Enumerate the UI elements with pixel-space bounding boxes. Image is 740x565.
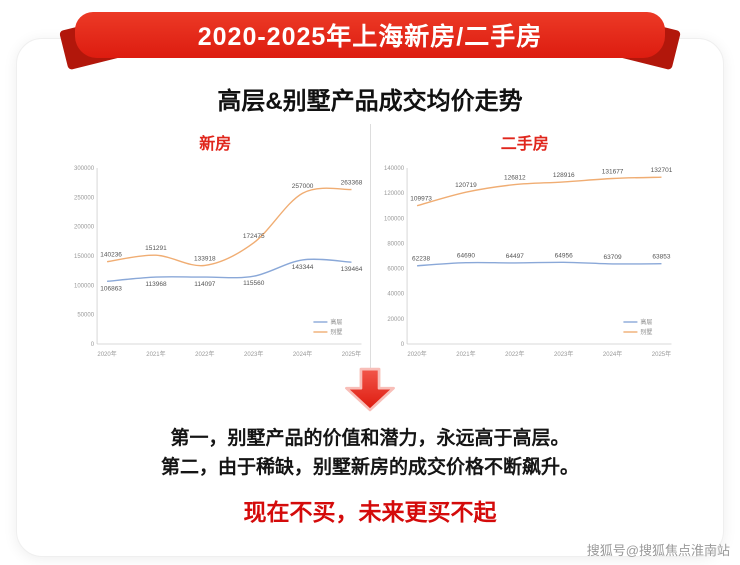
svg-text:120719: 120719 [455,182,477,189]
new-homes-line-chart: 0 50000 100000 150000 200000 250000 300000 2020… [74,166,363,358]
svg-text:50000: 50000 [77,313,94,319]
svg-text:2023年: 2023年 [554,350,573,358]
banner-title: 2020-2025年上海新房/二手房 [197,23,543,51]
conclusion-line-2: 第二，由于稀缺，别墅新房的成交价格不断飙升。 [160,457,579,479]
svg-text:62238: 62238 [412,256,430,263]
svg-text:131677: 131677 [601,168,623,175]
svg-text:2021年: 2021年 [146,350,165,358]
svg-text:20000: 20000 [387,317,404,323]
svg-text:2024年: 2024年 [602,350,621,358]
content-card: 高层&别墅产品成交均价走势 新房 0 50000 100000 150000 20000… [16,38,724,557]
svg-text:150000: 150000 [74,254,95,260]
svg-text:257000: 257000 [292,183,314,190]
svg-text:115560: 115560 [243,280,265,287]
svg-text:80000: 80000 [387,241,404,247]
svg-text:100000: 100000 [74,283,95,289]
svg-text:300000: 300000 [74,166,95,172]
svg-text:114097: 114097 [194,281,216,288]
svg-text:2025年: 2025年 [342,350,361,358]
svg-text:高层: 高层 [330,318,342,326]
resale-homes-line-chart: 0 20000 40000 60000 80000 100000 120000 140000 2… [384,166,673,358]
svg-text:113968: 113968 [145,281,167,288]
new-homes-chart-title: 新房 [199,136,232,153]
svg-text:2024年: 2024年 [293,350,312,358]
svg-text:2023年: 2023年 [244,350,263,358]
charts-container: 新房 0 50000 100000 150000 200000 250000 300000 2… [61,124,679,368]
page-title: 高层&别墅产品成交均价走势 [217,88,523,115]
svg-text:别墅: 别墅 [640,328,652,336]
svg-text:2022年: 2022年 [195,350,214,358]
svg-text:别墅: 别墅 [330,328,342,336]
svg-text:2020年: 2020年 [407,350,426,358]
conclusion-block: 第一，别墅产品的价值和潜力，永远高于高层。 第二，由于稀缺，别墅新房的成交价格不… [17,424,723,483]
svg-text:64690: 64690 [456,253,474,260]
svg-text:100000: 100000 [384,216,405,222]
svg-text:132701: 132701 [650,167,672,174]
svg-text:63853: 63853 [652,254,670,261]
svg-text:140000: 140000 [384,166,405,172]
svg-text:128916: 128916 [552,172,574,179]
svg-text:200000: 200000 [74,225,95,231]
svg-text:120000: 120000 [384,191,405,197]
svg-text:133918: 133918 [194,255,216,262]
conclusion-highlight: 现在不买，未来更买不起 [243,498,497,525]
svg-text:151291: 151291 [145,245,167,252]
svg-text:250000: 250000 [74,195,95,201]
svg-text:0: 0 [91,342,95,348]
svg-text:109973: 109973 [410,196,432,203]
svg-text:106863: 106863 [100,285,122,292]
arrow-row [17,366,723,414]
banner-ribbon-main: 2020-2025年上海新房/二手房 [75,12,665,58]
svg-text:60000: 60000 [387,267,404,273]
svg-text:2025年: 2025年 [651,350,670,358]
svg-text:40000: 40000 [387,292,404,298]
down-arrow-icon [345,367,395,412]
svg-text:172475: 172475 [243,233,265,240]
resale-homes-chart-title: 二手房 [500,136,549,153]
svg-text:64497: 64497 [505,253,523,260]
conclusion-line-1: 第一，别墅产品的价值和潜力，永远高于高层。 [170,428,570,449]
new-homes-panel: 新房 0 50000 100000 150000 200000 250000 300000 2… [61,124,370,368]
svg-text:高层: 高层 [640,318,652,326]
svg-text:2021年: 2021年 [456,350,475,358]
banner-ribbon: 2020-2025年上海新房/二手房 [58,12,682,71]
svg-text:0: 0 [400,342,404,348]
svg-text:126812: 126812 [503,175,525,182]
svg-text:2022年: 2022年 [505,350,524,358]
svg-text:140236: 140236 [100,252,122,259]
svg-text:2020年: 2020年 [97,350,116,358]
svg-text:64956: 64956 [554,252,572,259]
svg-text:263368: 263368 [341,179,363,186]
watermark-text: 搜狐号@搜狐焦点淮南站 [586,543,730,558]
svg-text:63709: 63709 [603,254,621,261]
svg-text:139464: 139464 [341,266,363,273]
svg-text:143344: 143344 [292,264,314,271]
resale-homes-panel: 二手房 0 20000 40000 60000 80000 100000 120000 140… [369,124,680,368]
